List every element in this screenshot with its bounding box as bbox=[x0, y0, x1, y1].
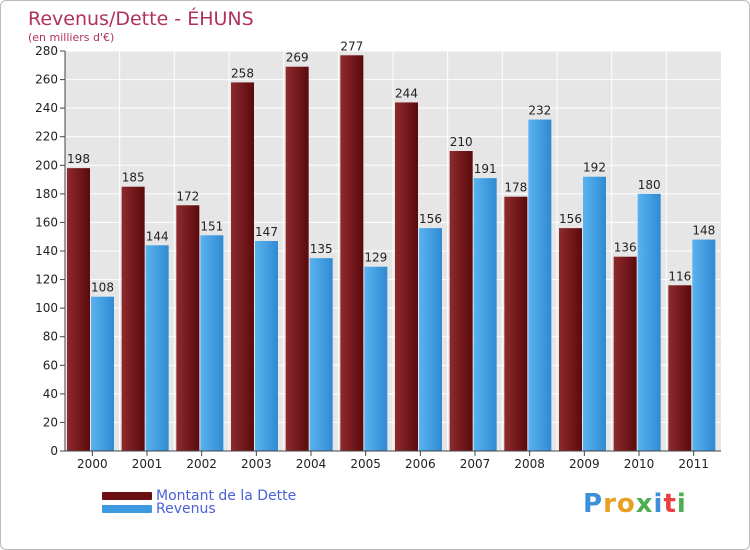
legend-swatch-revenus bbox=[102, 505, 152, 513]
x-tick-label: 2002 bbox=[186, 457, 217, 471]
bar-revenus-2008 bbox=[528, 119, 552, 452]
data-label-revenus: 192 bbox=[583, 161, 606, 175]
bar-revenus-2000 bbox=[91, 296, 114, 451]
x-tick-label: 2006 bbox=[405, 457, 436, 471]
y-tick-label: 120 bbox=[35, 273, 58, 287]
bar-revenus-2010 bbox=[637, 193, 661, 451]
data-label-dette: 277 bbox=[340, 39, 363, 53]
logo-letter: i bbox=[676, 489, 687, 519]
bar-dette-2003 bbox=[231, 82, 254, 451]
data-label-revenus: 151 bbox=[200, 219, 223, 233]
y-tick-label: 220 bbox=[35, 130, 58, 144]
x-tick-label: 2007 bbox=[460, 457, 491, 471]
data-label-dette: 178 bbox=[504, 181, 527, 195]
bar-dette-2001 bbox=[121, 186, 145, 451]
legend-label-dette: Montant de la Dette bbox=[156, 488, 297, 504]
bar-dette-2007 bbox=[449, 151, 473, 451]
y-tick-label: 140 bbox=[35, 244, 58, 258]
logo-letter: x bbox=[635, 489, 654, 519]
x-tick-label: 2009 bbox=[569, 457, 600, 471]
y-tick-label: 60 bbox=[43, 358, 58, 372]
data-label-revenus: 135 bbox=[310, 242, 333, 256]
data-label-dette: 185 bbox=[122, 171, 145, 185]
legend-label-revenus: Revenus bbox=[156, 501, 216, 517]
y-tick-label: 280 bbox=[35, 44, 58, 58]
x-tick-label: 2001 bbox=[132, 457, 163, 471]
bar-revenus-2007 bbox=[473, 178, 497, 451]
x-tick-label: 2011 bbox=[678, 457, 709, 471]
y-tick-label: 240 bbox=[35, 101, 58, 115]
bar-revenus-2009 bbox=[583, 176, 606, 451]
proxiti-logo: Proxiti bbox=[583, 489, 687, 519]
data-label-revenus: 148 bbox=[692, 224, 715, 238]
bar-dette-2002 bbox=[176, 205, 200, 451]
logo-letter: o bbox=[616, 489, 636, 519]
y-tick-label: 180 bbox=[35, 187, 58, 201]
bar-dette-2010 bbox=[613, 256, 637, 451]
data-label-dette: 172 bbox=[176, 189, 199, 203]
bar-revenus-2006 bbox=[419, 228, 442, 451]
y-tick-label: 80 bbox=[43, 330, 58, 344]
logo-letter: P bbox=[583, 489, 604, 519]
data-label-revenus: 232 bbox=[528, 104, 551, 118]
logo-letter: r bbox=[603, 489, 617, 519]
data-label-dette: 136 bbox=[614, 241, 637, 255]
bar-revenus-2001 bbox=[145, 245, 169, 451]
bar-revenus-2002 bbox=[200, 235, 224, 451]
x-tick-label: 2005 bbox=[350, 457, 381, 471]
chart-title: Revenus/Dette - ÉHUNS bbox=[28, 8, 254, 30]
data-label-dette: 156 bbox=[559, 212, 582, 226]
data-label-revenus: 144 bbox=[146, 229, 169, 243]
data-label-revenus: 108 bbox=[91, 281, 114, 295]
x-tick-label: 2003 bbox=[241, 457, 272, 471]
bar-revenus-2004 bbox=[309, 258, 333, 451]
x-tick-label: 2010 bbox=[624, 457, 655, 471]
data-label-dette: 210 bbox=[450, 135, 473, 149]
bar-dette-2008 bbox=[504, 196, 528, 451]
data-label-dette: 258 bbox=[231, 66, 254, 80]
y-tick-label: 100 bbox=[35, 301, 58, 315]
bar-dette-2004 bbox=[285, 66, 309, 451]
logo-letter: i bbox=[653, 489, 664, 519]
bar-dette-2000 bbox=[67, 168, 90, 451]
chart-subtitle: (en milliers d'€) bbox=[28, 31, 115, 44]
x-tick-label: 2004 bbox=[296, 457, 327, 471]
bar-revenus-2011 bbox=[692, 239, 716, 451]
data-label-dette: 244 bbox=[395, 86, 418, 100]
y-tick-label: 260 bbox=[35, 73, 58, 87]
data-label-revenus: 129 bbox=[364, 251, 387, 265]
y-tick-label: 160 bbox=[35, 215, 58, 229]
bar-revenus-2005 bbox=[364, 266, 388, 451]
bar-dette-2011 bbox=[668, 285, 692, 451]
data-label-revenus: 156 bbox=[419, 212, 442, 226]
data-label-revenus: 180 bbox=[638, 178, 661, 192]
y-tick-label: 0 bbox=[50, 444, 58, 458]
logo-letter: t bbox=[663, 489, 677, 519]
x-tick-label: 2000 bbox=[77, 457, 108, 471]
data-label-dette: 116 bbox=[668, 269, 691, 283]
data-label-revenus: 191 bbox=[474, 162, 497, 176]
data-label-revenus: 147 bbox=[255, 225, 278, 239]
y-tick-label: 40 bbox=[43, 387, 58, 401]
x-tick-label: 2008 bbox=[514, 457, 545, 471]
bar-dette-2009 bbox=[559, 228, 582, 451]
bar-dette-2005 bbox=[340, 55, 364, 452]
y-tick-label: 20 bbox=[43, 415, 58, 429]
bar-revenus-2003 bbox=[255, 241, 278, 451]
data-label-dette: 269 bbox=[286, 51, 309, 65]
y-tick-label: 200 bbox=[35, 158, 58, 172]
legend-swatch-dette bbox=[102, 492, 152, 500]
data-label-dette: 198 bbox=[67, 152, 90, 166]
bar-dette-2006 bbox=[395, 102, 418, 451]
